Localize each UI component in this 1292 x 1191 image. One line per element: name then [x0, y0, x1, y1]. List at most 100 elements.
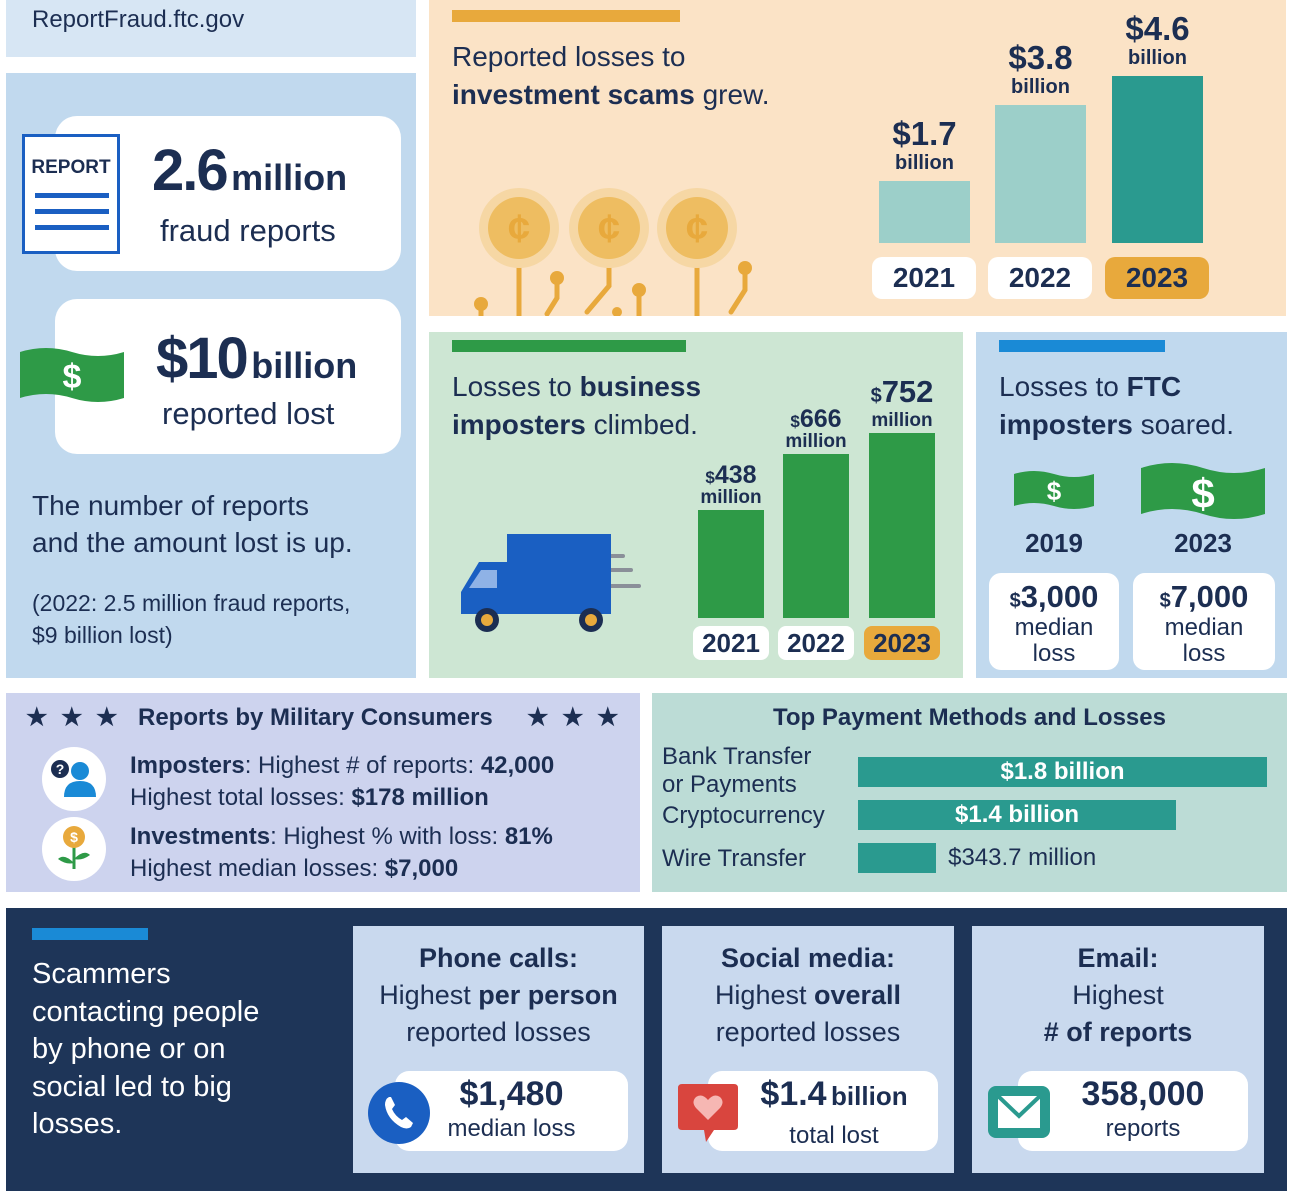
reports-label: fraud reports	[160, 213, 336, 248]
bar-2022	[995, 105, 1086, 243]
military-investments: Investments: Highest % with loss: 81% Hi…	[130, 823, 553, 882]
coin-icons: ¢ ¢ ¢	[479, 188, 737, 268]
phone-median-loss: $1,480	[459, 1075, 564, 1113]
bar-2022	[783, 454, 849, 618]
accent-bar	[452, 10, 680, 22]
year-label-2021: 2021	[872, 257, 976, 299]
business-panel: Losses to business imposters climbed. $4…	[429, 332, 963, 678]
dollar-bill-icon: $	[20, 348, 124, 402]
site-url[interactable]: ReportFraud.ftc.gov	[32, 6, 245, 33]
military-heading: ★ ★ ★ Reports by Military Consumers ★ ★ …	[6, 703, 640, 733]
payment-panel: Top Payment Methods and Losses Bank Tran…	[652, 693, 1287, 892]
bar-unit-label: million	[871, 410, 933, 431]
ftc-card-2019: $3,000 median loss	[989, 573, 1119, 670]
ftc-panel: Losses to FTC imposters soared. $ $ 2019…	[976, 332, 1287, 678]
bar-value-label: $4.6	[1125, 10, 1190, 47]
star-icon: ★	[527, 704, 549, 731]
bar-unit-label: million	[785, 431, 847, 453]
lost-figure: $10 billion	[156, 325, 396, 392]
social-total-lost: $1.4 billion	[760, 1075, 908, 1113]
coins-circuit-illustration: ¢ ¢ ¢	[474, 188, 752, 316]
ftc-year-2023: 2023	[1174, 528, 1232, 558]
bar-value-label: $1.7	[892, 115, 957, 153]
payment-bar	[858, 843, 937, 873]
bar-2023	[1112, 76, 1203, 243]
phone-icon	[368, 1082, 430, 1144]
lost-label: reported lost	[162, 396, 335, 431]
payment-title: Top Payment Methods and Losses	[773, 704, 1166, 731]
star-icon: ★	[562, 704, 584, 731]
bar-unit-label: million	[700, 487, 762, 509]
investment-bar-chart: $1.7 billion 2021 $3.8 billion 2022 $4.6 billio…	[869, 0, 1286, 316]
dollar-bill-icon-small: $	[1014, 471, 1094, 509]
svg-text:$: $	[1047, 476, 1062, 506]
year-label-2022: 2022	[778, 626, 854, 660]
investment-title: Reported losses to investment scams grew…	[452, 41, 770, 110]
payment-category-label: Bank Transfer or Payments	[662, 743, 812, 798]
summary-prior-year: (2022: 2.5 million fraud reports, $9 bil…	[32, 590, 351, 648]
payment-value-label: $1.4 billion	[955, 801, 1080, 828]
summary-statement: The number of reports and the amount los…	[32, 490, 353, 558]
star-icon: ★	[96, 704, 118, 731]
bar-value-label: $3.8	[1008, 39, 1073, 77]
payment-bar	[858, 800, 1177, 830]
star-icon: ★	[26, 704, 48, 731]
ftc-median-2019: 3,000	[1020, 579, 1099, 614]
truck-icon	[461, 534, 641, 632]
payment-category-label: Cryptocurrency	[662, 802, 825, 829]
reports-unit: million	[231, 157, 348, 198]
bar-2021	[879, 181, 970, 243]
imposter-person-icon: ?	[42, 747, 106, 811]
reports-number: 2.6	[152, 138, 229, 203]
military-imposters: Imposters: Highest # of reports: 42,000 …	[130, 752, 555, 811]
accent-bar	[999, 340, 1165, 352]
accent-bar	[452, 340, 686, 352]
lost-number: $10	[156, 326, 249, 391]
payment-category-label: Wire Transfer	[662, 845, 807, 872]
contact-card-social: Social media: Highest overall reported l…	[662, 926, 954, 1173]
payment-bar-chart: Bank Transfer or Payments $1.8 billion Cryp…	[652, 693, 1287, 892]
bar-unit-label: billion	[1128, 47, 1187, 69]
contact-panel: Scammers contacting people by phone or o…	[6, 908, 1287, 1191]
svg-text:$: $	[1191, 470, 1214, 517]
year-label-2021: 2021	[693, 626, 769, 660]
business-bar-chart: $438 million 2021 $666 million 2022 $752 millio…	[679, 332, 963, 678]
svg-text:¢: ¢	[598, 207, 620, 251]
contact-intro: Scammers contacting people by phone or o…	[32, 958, 260, 1140]
accent-bar	[32, 928, 148, 940]
svg-text:$: $	[70, 829, 78, 845]
site-header: ReportFraud.ftc.gov	[6, 0, 416, 57]
dollar-bill-icon-large: $	[1141, 463, 1265, 519]
bar-2023	[869, 433, 935, 618]
star-icon: ★	[61, 704, 83, 731]
payment-value-label: $343.7 million	[948, 844, 1097, 871]
business-title: Losses to business imposters climbed.	[452, 371, 702, 440]
svg-text:¢: ¢	[508, 207, 530, 251]
envelope-icon	[988, 1086, 1050, 1138]
contact-card-email: Email: Highest # of reports 358,000 repo…	[972, 926, 1264, 1173]
ftc-year-2019: 2019	[1025, 528, 1083, 558]
investment-panel: Reported losses to investment scams grew…	[429, 0, 1286, 316]
ftc-title: Losses to FTC imposters soared.	[999, 371, 1234, 440]
heart-chat-icon	[678, 1084, 738, 1142]
bar-value-label: $438	[705, 461, 757, 490]
military-title: Reports by Military Consumers	[138, 704, 493, 731]
bar-unit-label: billion	[1011, 76, 1070, 99]
payment-value-label: $1.8 billion	[1000, 758, 1125, 785]
svg-text:¢: ¢	[686, 207, 708, 251]
star-icon: ★	[597, 704, 619, 731]
year-label-2023: 2023	[1105, 257, 1209, 299]
lost-unit: billion	[251, 345, 358, 386]
reports-figure: 2.6 million	[152, 137, 392, 204]
bar-value-label: $752	[870, 374, 934, 409]
svg-text:?: ?	[56, 761, 65, 777]
summary-panel: REPORT 2.6 million fraud reports $ $10 b…	[6, 73, 416, 678]
ftc-median-2023: 7,000	[1170, 579, 1249, 614]
bar-value-label: $666	[790, 405, 842, 434]
investment-plant-icon: $	[42, 817, 106, 881]
ftc-card-2023: $7,000 median loss	[1133, 573, 1275, 670]
report-doc-icon: REPORT	[22, 134, 120, 254]
year-label-2023: 2023	[864, 626, 940, 660]
svg-text:$: $	[63, 358, 82, 396]
contact-card-phone: Phone calls: Highest per person reported…	[353, 926, 644, 1173]
